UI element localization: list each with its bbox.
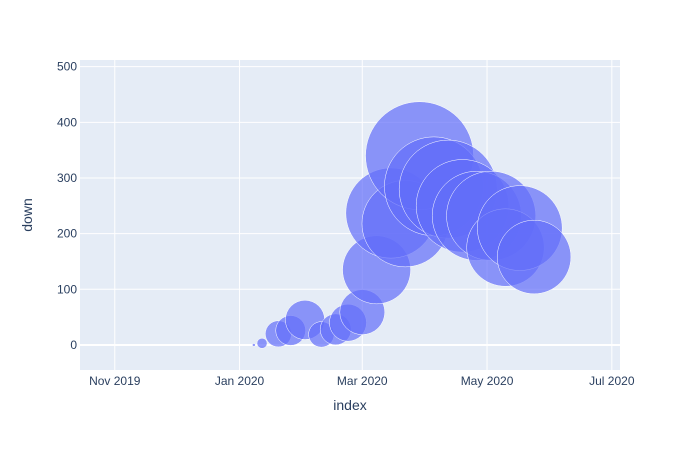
bubble-marker[interactable] — [497, 219, 572, 295]
x-tick-label: Nov 2019 — [89, 374, 141, 388]
bubble-marker[interactable] — [256, 337, 268, 349]
y-tick-label: 300 — [57, 171, 77, 185]
y-tick-label: 0 — [70, 338, 77, 352]
x-tick-label: Mar 2020 — [337, 374, 388, 388]
y-tick-label: 200 — [57, 227, 77, 241]
x-tick-label: Jul 2020 — [589, 374, 635, 388]
y-tick-label: 500 — [57, 60, 77, 74]
bubble-marker[interactable] — [252, 343, 256, 347]
y-axis-title: down — [19, 198, 35, 231]
x-axis-title: index — [333, 397, 366, 413]
y-tick-label: 400 — [57, 115, 77, 129]
y-tick-labels: 0 100 200 300 400 500 — [57, 60, 77, 352]
y-tick-label: 100 — [57, 282, 77, 296]
x-tick-labels: Nov 2019 Jan 2020 Mar 2020 May 2020 Jul 2020 — [89, 374, 635, 388]
data-points — [252, 101, 572, 349]
x-tick-label: May 2020 — [461, 374, 514, 388]
x-tick-label: Jan 2020 — [215, 374, 265, 388]
